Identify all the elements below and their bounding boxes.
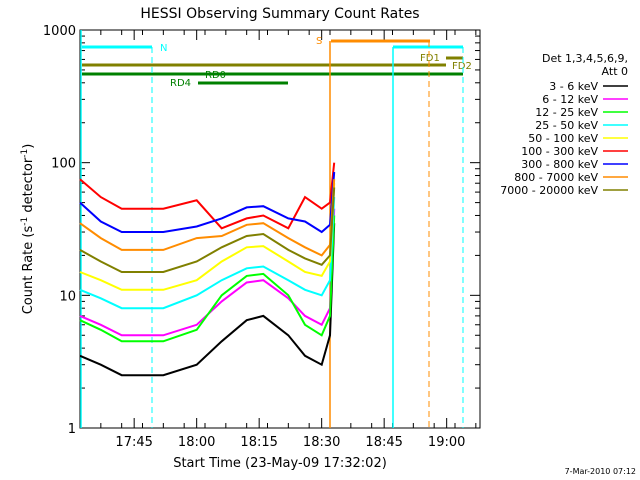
annotation-label-n: N xyxy=(160,43,167,54)
series-line-5 xyxy=(79,162,336,230)
y-tick-label: 1 xyxy=(68,422,76,437)
annotation-label-s: S xyxy=(316,36,322,47)
annotation-bars: N S FD1 FD2 RD0 RD4 xyxy=(82,36,472,89)
y-tick-label: 1000 xyxy=(43,24,76,39)
y-tick-label: 10 xyxy=(59,289,76,304)
x-tick-label: 18:00 xyxy=(178,435,215,450)
y-axis-label: Count Rate (s-1 detector-1) xyxy=(20,144,36,315)
legend-label: 12 - 25 keV xyxy=(535,106,598,119)
legend-header-line1: Det 1,3,4,5,6,9, xyxy=(542,52,628,65)
axis-ticks: 17:45 18:00 18:15 18:30 18:45 19:00 1 10 100 1000 xyxy=(43,24,480,450)
legend-label: 7000 - 20000 keV xyxy=(500,184,598,197)
series-line-1 xyxy=(79,208,336,337)
legend-label: 300 - 800 keV xyxy=(521,158,598,171)
series-line-6 xyxy=(79,171,336,234)
legend-label: 800 - 7000 keV xyxy=(514,171,598,184)
x-tick-label: 18:30 xyxy=(303,435,340,450)
x-axis-label: Start Time (23-May-09 17:32:02) xyxy=(173,456,387,471)
series-line-0 xyxy=(79,223,336,377)
legend-label: 100 - 300 keV xyxy=(521,145,598,158)
annotation-label-rd0: RD0 xyxy=(205,70,226,81)
legend-label: 25 - 50 keV xyxy=(535,119,598,132)
x-tick-label: 18:45 xyxy=(365,435,402,450)
annotation-label-fd2: FD2 xyxy=(452,61,472,72)
legend-header-line2: Att 0 xyxy=(602,65,628,78)
legend-label: 50 - 100 keV xyxy=(528,132,598,145)
legend-label: 3 - 6 keV xyxy=(549,80,598,93)
series-line-7 xyxy=(79,179,336,257)
plot-frame xyxy=(79,29,481,429)
date-stamp: 7-Mar-2010 07:12 xyxy=(565,467,636,476)
series-line-4 xyxy=(79,183,336,291)
series-line-3 xyxy=(79,197,336,310)
chart-title: HESSI Observing Summary Count Rates xyxy=(140,6,419,22)
vertical-markers xyxy=(80,30,464,428)
y-tick-label: 100 xyxy=(51,157,76,172)
data-series xyxy=(79,162,336,377)
x-tick-label: 18:15 xyxy=(240,435,277,450)
legend-label: 6 - 12 keV xyxy=(542,93,598,106)
x-tick-label: 19:00 xyxy=(428,435,465,450)
series-line-8 xyxy=(79,187,336,273)
x-tick-label: 17:45 xyxy=(115,435,152,450)
annotation-label-rd4: RD4 xyxy=(170,78,191,89)
series-line-2 xyxy=(79,215,336,343)
annotation-label-fd1: FD1 xyxy=(420,53,440,64)
